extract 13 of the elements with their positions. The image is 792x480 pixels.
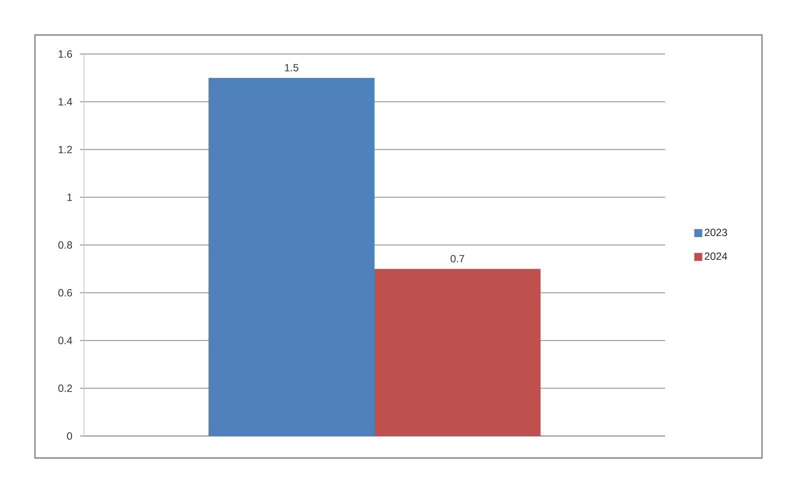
y-tick-label: 1.2 — [58, 146, 72, 154]
y-tick-label: 1 — [67, 194, 72, 201]
y-tick-label: 0.6 — [58, 289, 72, 296]
legend-label: 2023 — [704, 228, 728, 236]
data-label: 1.5 — [285, 64, 298, 72]
y-tick-label: 1.6 — [58, 50, 72, 58]
y-tick-label: 0.2 — [58, 384, 72, 392]
y-tick-label: 0.4 — [58, 336, 72, 344]
y-tick-label: 0 — [67, 432, 72, 440]
y-tick-label: 0.8 — [58, 241, 72, 249]
legend-label: 2024 — [704, 252, 728, 260]
data-label: 0.7 — [450, 254, 464, 262]
y-tick-label: 1.4 — [58, 98, 72, 106]
